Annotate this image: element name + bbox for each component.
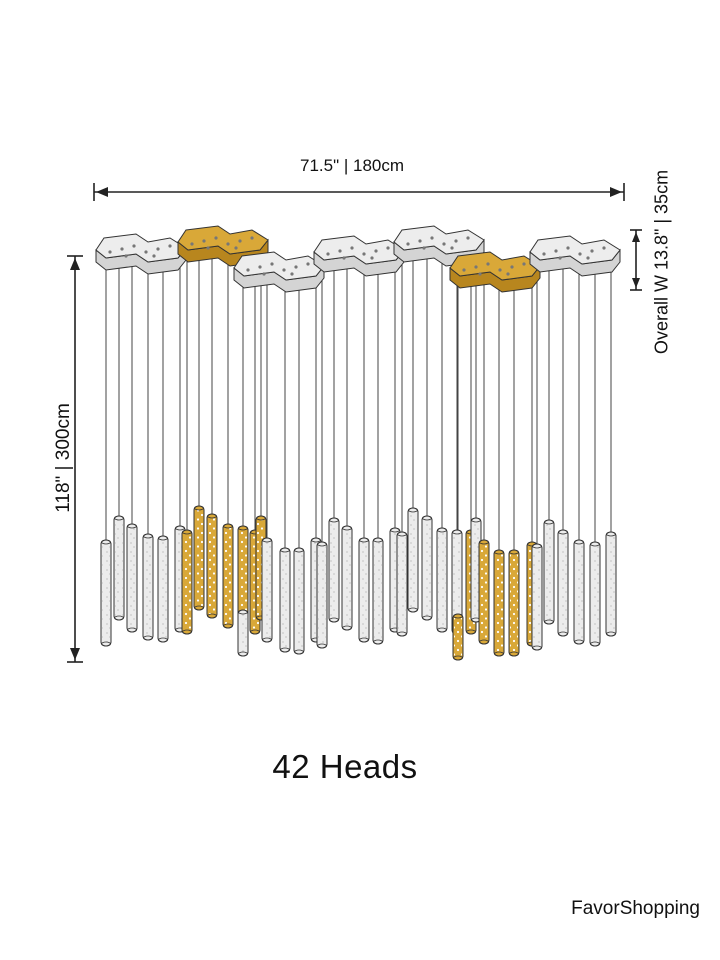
pendant-tube-gold [493,549,505,657]
canopy-plate-silver [233,251,325,293]
pendant-tube-gold [181,529,193,635]
pendant-tube-gold [508,549,520,657]
pendant-tube-clear [358,537,370,643]
canopy-plate-silver [95,233,187,275]
canopy-plate-silver [313,235,405,277]
width-label: 71.5" | 180cm [300,156,405,175]
pendant-tube-clear [543,519,555,625]
pendant-tube-clear [142,533,154,641]
canopy-plate-silver [529,235,621,277]
pendant-tube-clear [372,537,384,645]
pendant-tubes [100,505,617,661]
height-label: 118" | 300cm [53,403,74,513]
pendant-tube-clear [531,543,543,651]
pendant-tube-clear [557,529,569,637]
canopy-plate-gold [449,251,541,293]
pendant-tube-clear [279,547,291,653]
pendant-tube-clear [157,535,169,643]
pendant-tube-gold [193,505,205,611]
pendant-tube-clear [100,539,112,647]
pendant-tube-clear [316,541,328,649]
pendant-tube-clear [113,515,125,621]
pendant-tube-clear [328,517,340,623]
pendant-tube-gold [206,513,218,619]
pendant-tube-gold [478,539,490,645]
height-dimension-line [67,255,83,663]
pendant-tube-clear [451,529,463,635]
width-dimension-line [93,183,625,201]
pendant-tube-clear [237,609,249,657]
pendant-tube-clear [126,523,138,633]
pendant-tube-clear [573,539,585,645]
heads-count-label: 42 Heads [272,748,418,785]
canopy-plates [95,225,621,293]
pendant-tube-clear [396,531,408,637]
pendant-tube-gold [452,613,464,661]
brand-label: FavorShopping [571,898,700,919]
pendant-tube-clear [436,527,448,633]
pendant-tube-clear [261,537,273,643]
pendant-tube-clear [341,525,353,631]
pendant-tube-clear [293,547,305,655]
pendant-tube-clear [421,515,433,621]
depth-label: Overall W 13.8" | 35cm [651,169,672,355]
pendant-tube-clear [407,507,419,613]
depth-dimension-line [630,229,642,291]
pendant-tube-clear [589,541,601,647]
pendant-tube-gold [222,523,234,629]
pendant-tube-clear [605,531,617,637]
